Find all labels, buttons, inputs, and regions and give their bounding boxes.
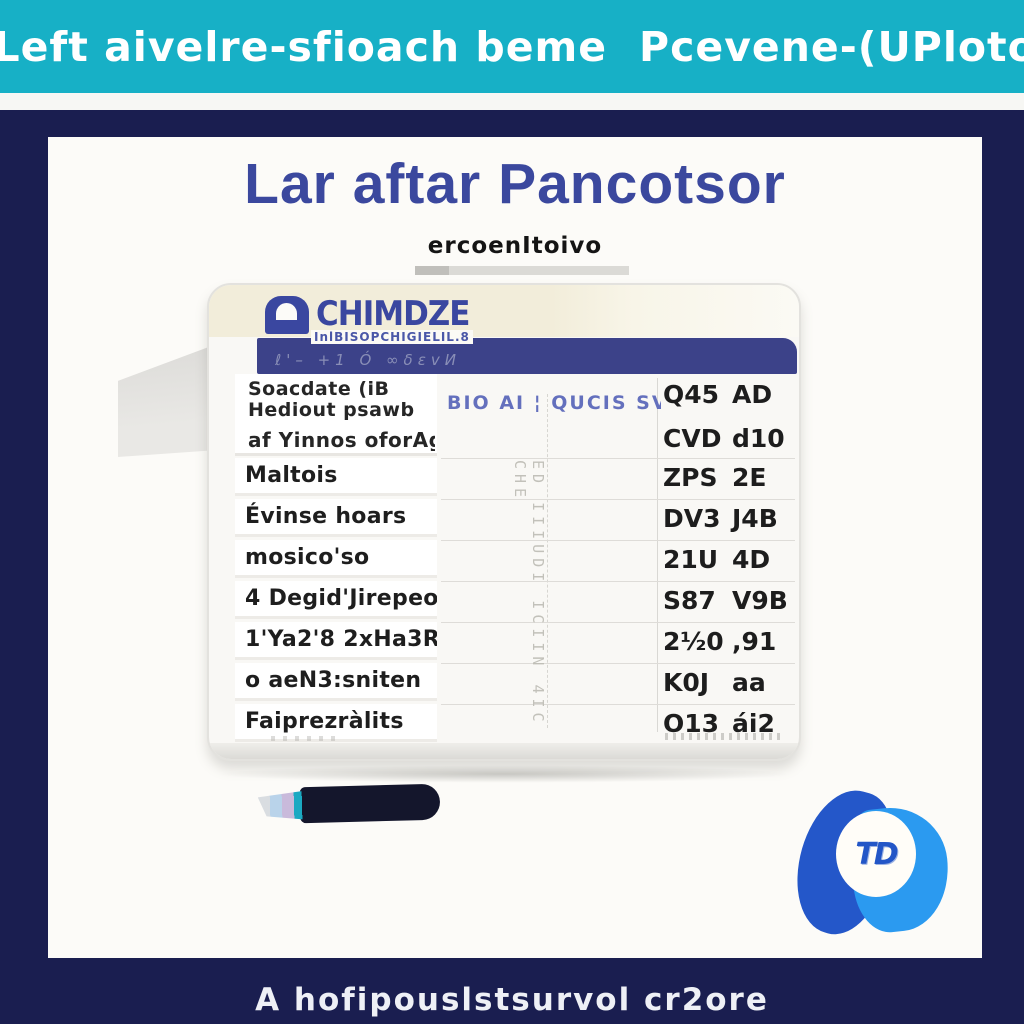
table-header-left-cell: Soacdate (iB Hediout psawb af Yinnos ofo…	[235, 374, 437, 456]
header-value-1a: Q45	[663, 380, 720, 409]
header-line-1: Soacdate (iB	[248, 379, 390, 400]
header-value-1b: AD	[732, 380, 773, 409]
table-row[interactable]: 1'Ya2'8 2xHa3R 2½0 ,91	[235, 622, 795, 663]
data-table: Soacdate (iB Hediout psawb af Yinnos ofo…	[235, 374, 795, 746]
header-value-2b: d10	[732, 424, 785, 453]
row-label: mosico'so	[235, 540, 437, 578]
faint-progress-bar	[415, 266, 629, 275]
top-banner-left-text: Left aivelre-sfioach beme	[0, 22, 608, 71]
lock-icon	[265, 296, 309, 334]
top-banner: Left aivelre-sfioach beme Pcevene-(UPlot…	[0, 0, 1024, 93]
table-row[interactable]: Maltois ZPS 2E	[235, 458, 795, 499]
row-value-2: aa	[732, 668, 766, 697]
vertical-note-text: ED IIIUDI ICIIN 4IC CHE	[511, 460, 547, 727]
row-label: 1'Ya2'8 2xHa3R	[235, 622, 437, 660]
divider-strip	[0, 93, 1024, 110]
table-row[interactable]: mosico'so 21U 4D	[235, 540, 795, 581]
row-label: Évinse hoars	[235, 499, 437, 537]
tablet-brand-row: CHIMDZE	[265, 294, 470, 334]
header-value-2a: CVD	[663, 424, 722, 453]
header-line-2: Hediout psawb	[248, 400, 415, 421]
content-panel: Lar aftar Pancotsor ercoenItoivo CHIMDZE…	[48, 137, 982, 958]
tablet-device: CHIMDZE InlBISOPCHIGIELIL.8 ℓ'– +1 Ó ∞δε…	[207, 283, 801, 761]
tablet-brand-subtext: InlBISOPCHIGIELIL.8	[311, 330, 473, 344]
top-banner-right-text: Pcevene-(UPlotom	[639, 22, 1024, 71]
row-value-2: 4D	[732, 545, 771, 574]
row-value-1: 2½0	[663, 627, 724, 656]
row-value-2: J4B	[732, 504, 778, 533]
row-value-1: 21U	[663, 545, 719, 574]
row-value-2: 2E	[732, 463, 767, 492]
row-value-2: ,91	[732, 627, 777, 656]
header-line-3: af Yinnos oforAgn	[248, 430, 435, 451]
row-value-1: DV3	[663, 504, 721, 533]
table-mid-header: BIO AI ¦ QUCIS SVA	[447, 392, 661, 414]
tiny-tick-marks	[665, 733, 783, 740]
outer-frame: Lar aftar Pancotsor ercoenItoivo CHIMDZE…	[0, 110, 1024, 1024]
tablet-bottom-bezel	[209, 743, 799, 759]
row-value-1: K0J	[663, 668, 710, 697]
row-value-1: S87	[663, 586, 716, 615]
app-logo: TD	[781, 779, 955, 945]
row-label: 4 Degid'Jirepeo	[235, 581, 437, 619]
table-row[interactable]: 4 Degid'Jirepeo S87 V9B	[235, 581, 795, 622]
table-row[interactable]: Évinse hoars DV3 J4B	[235, 499, 795, 540]
tiny-tick-marks	[271, 736, 341, 741]
progress-cap	[415, 266, 449, 275]
row-value-1: ZPS	[663, 463, 718, 492]
stylus-tip	[258, 790, 311, 821]
stylus-pen	[258, 783, 441, 827]
page-title: Lar aftar Pancotsor	[244, 152, 786, 216]
table-dashed-gridline	[547, 394, 548, 728]
tablet-shadow	[216, 765, 792, 783]
tablet-brand-name: CHIMDZE	[316, 294, 470, 334]
page-subtitle: ercoenItoivo	[427, 233, 603, 259]
header-scribble-text: ℓ'– +1 Ó ∞δεvИ	[275, 351, 461, 369]
footer-caption: A hofipouslstsurvol cr2ore	[255, 982, 769, 1018]
row-label: Faiprezràlits	[235, 704, 437, 742]
row-label: o aeN3:sniten	[235, 663, 437, 701]
table-header: Soacdate (iB Hediout psawb af Yinnos ofo…	[235, 374, 795, 458]
logo-circle: TD	[836, 811, 916, 897]
row-value-2: V9B	[732, 586, 788, 615]
stylus-body	[299, 783, 441, 824]
tablet-header-bar[interactable]: ℓ'– +1 Ó ∞δεvИ	[257, 338, 797, 374]
row-label: Maltois	[235, 458, 437, 496]
tablet-side-flap	[118, 345, 214, 457]
table-row[interactable]: o aeN3:sniten K0J aa	[235, 663, 795, 704]
logo-text: TD	[855, 836, 898, 872]
